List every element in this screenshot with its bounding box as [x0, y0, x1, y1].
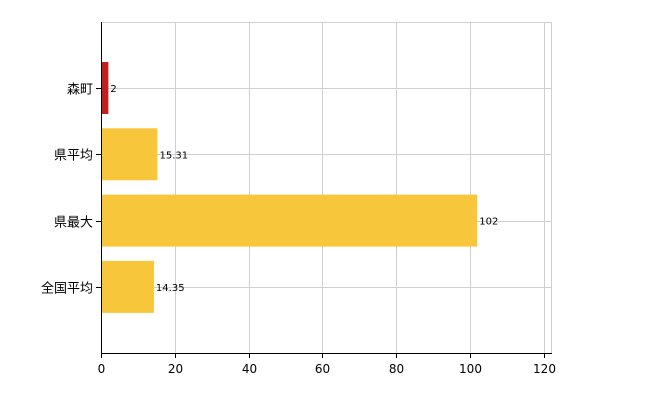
x-tick-label-4: 80	[389, 362, 404, 376]
axes	[96, 22, 552, 358]
y-category-label-3: 全国平均	[41, 281, 93, 297]
x-tick-label-5: 100	[459, 362, 482, 376]
x-tick-label-6: 120	[533, 362, 556, 376]
y-category-label-2: 県最大	[54, 216, 93, 231]
grid-lines	[101, 22, 552, 353]
x-tick-label-1: 20	[168, 362, 183, 376]
y-category-label-1: 県平均	[54, 149, 93, 164]
data-label-1: 15.31	[159, 150, 188, 161]
bar-0	[101, 62, 109, 114]
data-label-3: 14.35	[156, 283, 185, 294]
data-label-0: 2	[110, 84, 116, 95]
bar-2	[101, 194, 478, 247]
bars	[101, 62, 478, 313]
y-category-label-0: 森町	[67, 83, 93, 98]
bar-1	[101, 128, 158, 181]
bar-3	[101, 260, 154, 313]
data-label-2: 102	[479, 217, 498, 228]
labels: 2 15.31 102 14.35 0 20 40 60 80 100 120 森町県平均県最大全国平…	[41, 83, 556, 377]
x-tick-label-2: 40	[242, 362, 257, 376]
x-tick-label-3: 60	[315, 362, 330, 376]
x-tick-label-0: 0	[98, 362, 106, 376]
